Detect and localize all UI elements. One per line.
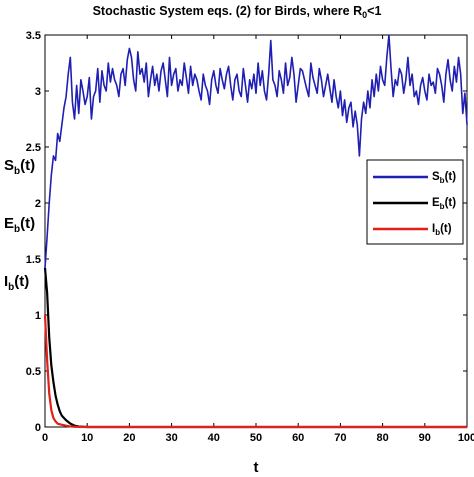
y-axis-label-e: Eb(t) <box>4 215 35 235</box>
chart-title: Stochastic System eqs. (2) for Birds, wh… <box>93 4 382 20</box>
y-tick-label: 1.5 <box>26 254 41 266</box>
legend-label-e: Eb(t) <box>432 197 456 211</box>
x-tick-label: 60 <box>292 432 304 444</box>
series-line-s <box>44 34 468 269</box>
y-tick-label: 2.5 <box>26 142 41 154</box>
x-tick-label: 50 <box>250 432 262 444</box>
x-tick-label: 90 <box>419 432 431 444</box>
legend-label-i: Ib(t) <box>432 223 452 237</box>
x-axis-label: t <box>254 459 259 476</box>
x-tick-label: 80 <box>376 432 388 444</box>
x-tick-label: 10 <box>81 432 93 444</box>
legend-label-s: Sb(t) <box>432 171 456 185</box>
y-axis-label-s: Sb(t) <box>4 157 35 177</box>
y-tick-label: 3.5 <box>26 30 41 42</box>
x-tick-label: 20 <box>123 432 135 444</box>
y-axis-label: Sb(t) Eb(t) Ib(t) <box>4 157 35 293</box>
y-tick-label: 0 <box>35 422 41 434</box>
x-tick-label: 0 <box>42 432 48 444</box>
x-tick-label: 100 <box>458 432 474 444</box>
y-tick-label: 2 <box>35 198 41 210</box>
x-tick-label: 30 <box>165 432 177 444</box>
series-line-i <box>43 314 467 429</box>
y-tick-label: 3 <box>35 86 41 98</box>
y-tick-label: 1 <box>35 310 41 322</box>
y-tick-label: 0.5 <box>26 366 41 378</box>
legend: Sb(t) Eb(t) Ib(t) <box>366 159 464 245</box>
y-axis-label-i: Ib(t) <box>4 273 29 293</box>
axis-ticks: 0 10 20 30 40 50 60 70 80 90 100 0 0.5 1 1.5 2 2.5 3 3.5 <box>26 30 474 444</box>
series-layer <box>43 34 468 429</box>
x-tick-label: 70 <box>334 432 346 444</box>
x-tick-label: 40 <box>208 432 220 444</box>
